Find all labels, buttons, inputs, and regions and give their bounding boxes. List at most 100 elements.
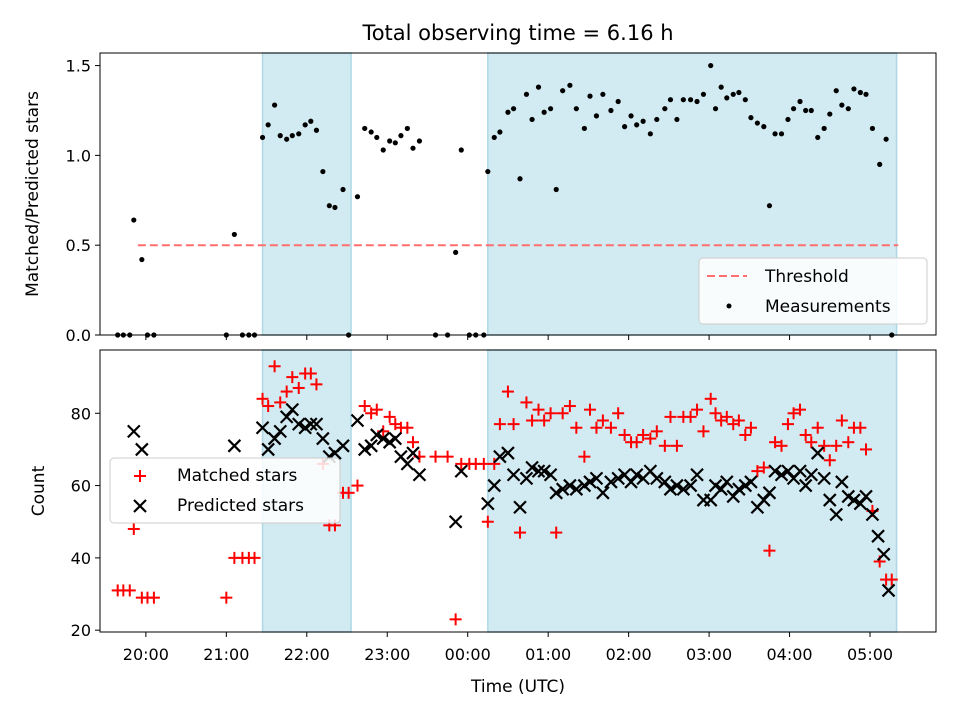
measurement-point bbox=[785, 116, 791, 123]
measurement-point bbox=[600, 91, 606, 97]
measurement-point bbox=[680, 97, 686, 103]
predicted-star-point bbox=[744, 475, 758, 489]
measurement-point bbox=[453, 249, 459, 255]
matched-star-point bbox=[684, 410, 697, 423]
predicted-star-point bbox=[663, 482, 678, 496]
matched-star-point bbox=[658, 439, 671, 452]
matched-star-point bbox=[704, 392, 717, 405]
x-tick-label: 22:00 bbox=[284, 645, 330, 664]
measurement-point bbox=[541, 109, 547, 115]
measurement-point bbox=[523, 91, 530, 97]
matched-star-point bbox=[732, 414, 745, 427]
matched-star-point bbox=[650, 425, 663, 438]
measurement-point bbox=[553, 186, 559, 193]
predicted-star-point bbox=[714, 482, 728, 496]
predicted-star-point bbox=[135, 442, 149, 457]
top-shaded-interval bbox=[261, 52, 352, 336]
measurement-point bbox=[416, 138, 423, 144]
measurement-point bbox=[131, 217, 137, 223]
top-y-tick-label: 1.0 bbox=[66, 146, 91, 165]
measurement-point bbox=[296, 131, 302, 137]
measurement-point bbox=[790, 106, 797, 112]
predicted-star-point bbox=[569, 482, 584, 496]
matched-star-point bbox=[590, 421, 603, 434]
matched-star-point bbox=[830, 439, 843, 452]
measurement-point bbox=[362, 125, 368, 132]
measurement-point bbox=[354, 194, 361, 200]
predicted-star-point bbox=[285, 402, 300, 417]
legend-matched-swatch bbox=[134, 470, 146, 482]
predicted-star-point bbox=[357, 442, 372, 457]
measurement-point bbox=[815, 134, 821, 141]
legend-plus-marker bbox=[134, 470, 146, 482]
predicted-star-point bbox=[493, 449, 507, 464]
measurement-point bbox=[778, 131, 785, 137]
x-tick-label: 01:00 bbox=[525, 645, 571, 664]
x-tick-label: 04:00 bbox=[767, 645, 813, 664]
measurement-point bbox=[491, 134, 497, 141]
matched-star-point bbox=[618, 428, 631, 441]
predicted-star-point bbox=[650, 471, 664, 486]
measurement-point bbox=[851, 86, 857, 92]
predicted-star-point bbox=[261, 442, 275, 457]
measurement-point bbox=[277, 133, 283, 139]
predicted-star-point bbox=[768, 464, 782, 478]
matched-star-point bbox=[805, 436, 818, 449]
predicted-star-point bbox=[732, 482, 746, 496]
matched-star-point bbox=[664, 410, 677, 423]
predicted-star-point bbox=[596, 486, 610, 500]
measurement-point bbox=[662, 106, 668, 112]
legend-predicted-swatch bbox=[133, 499, 147, 513]
top-plot-data bbox=[115, 62, 899, 338]
measurement-point bbox=[883, 136, 889, 142]
measurement-point bbox=[615, 98, 621, 105]
matched-star-point bbox=[310, 378, 323, 391]
measurement-point bbox=[547, 106, 554, 112]
bottom-y-tick-label: 80 bbox=[71, 404, 91, 423]
predicted-star-point bbox=[810, 446, 825, 460]
predicted-star-point bbox=[227, 439, 242, 453]
predicted-star-point bbox=[309, 417, 324, 431]
predicted-star-point bbox=[549, 486, 563, 500]
matched-star-point bbox=[358, 400, 371, 413]
predicted-star-point bbox=[876, 547, 891, 562]
matched-star-point bbox=[351, 479, 364, 492]
matched-star-point bbox=[570, 421, 583, 434]
x-tick-label: 00:00 bbox=[445, 645, 491, 664]
measurement-point bbox=[485, 168, 491, 175]
matched-star-point bbox=[823, 454, 836, 467]
measurement-point bbox=[869, 125, 876, 132]
predicted-star-point bbox=[537, 464, 551, 478]
predicted-star-point bbox=[273, 424, 288, 439]
x-tick-label: 20:00 bbox=[123, 645, 169, 664]
measurement-point bbox=[640, 118, 646, 124]
measurement-point bbox=[308, 118, 314, 124]
measurement-point bbox=[687, 97, 694, 103]
top-axes-frame bbox=[99, 52, 937, 336]
measurement-point bbox=[694, 98, 700, 105]
measurement-point bbox=[231, 231, 237, 238]
measurement-point bbox=[742, 97, 748, 103]
measurement-point bbox=[622, 124, 628, 130]
measurement-point bbox=[326, 203, 332, 209]
bottom-y-tick-label: 60 bbox=[71, 477, 91, 496]
predicted-star-point bbox=[683, 478, 698, 493]
predicted-star-point bbox=[798, 478, 813, 493]
measurement-point bbox=[340, 186, 346, 193]
predicted-star-point bbox=[400, 457, 415, 471]
measurement-point bbox=[839, 102, 845, 108]
matched-star-point bbox=[544, 407, 557, 420]
measurement-point bbox=[593, 113, 600, 119]
matched-star-point bbox=[763, 544, 776, 557]
predicted-star-point bbox=[487, 478, 502, 493]
measurement-point bbox=[808, 107, 814, 114]
measurement-point bbox=[497, 129, 503, 135]
matched-star-point bbox=[441, 450, 454, 463]
predicted-star-point bbox=[267, 431, 282, 446]
measurement-point bbox=[368, 129, 374, 135]
measurement-point bbox=[608, 107, 614, 114]
measurement-point bbox=[700, 91, 707, 97]
predicted-star-point bbox=[676, 482, 691, 496]
bottom-axes-frame bbox=[99, 349, 937, 633]
